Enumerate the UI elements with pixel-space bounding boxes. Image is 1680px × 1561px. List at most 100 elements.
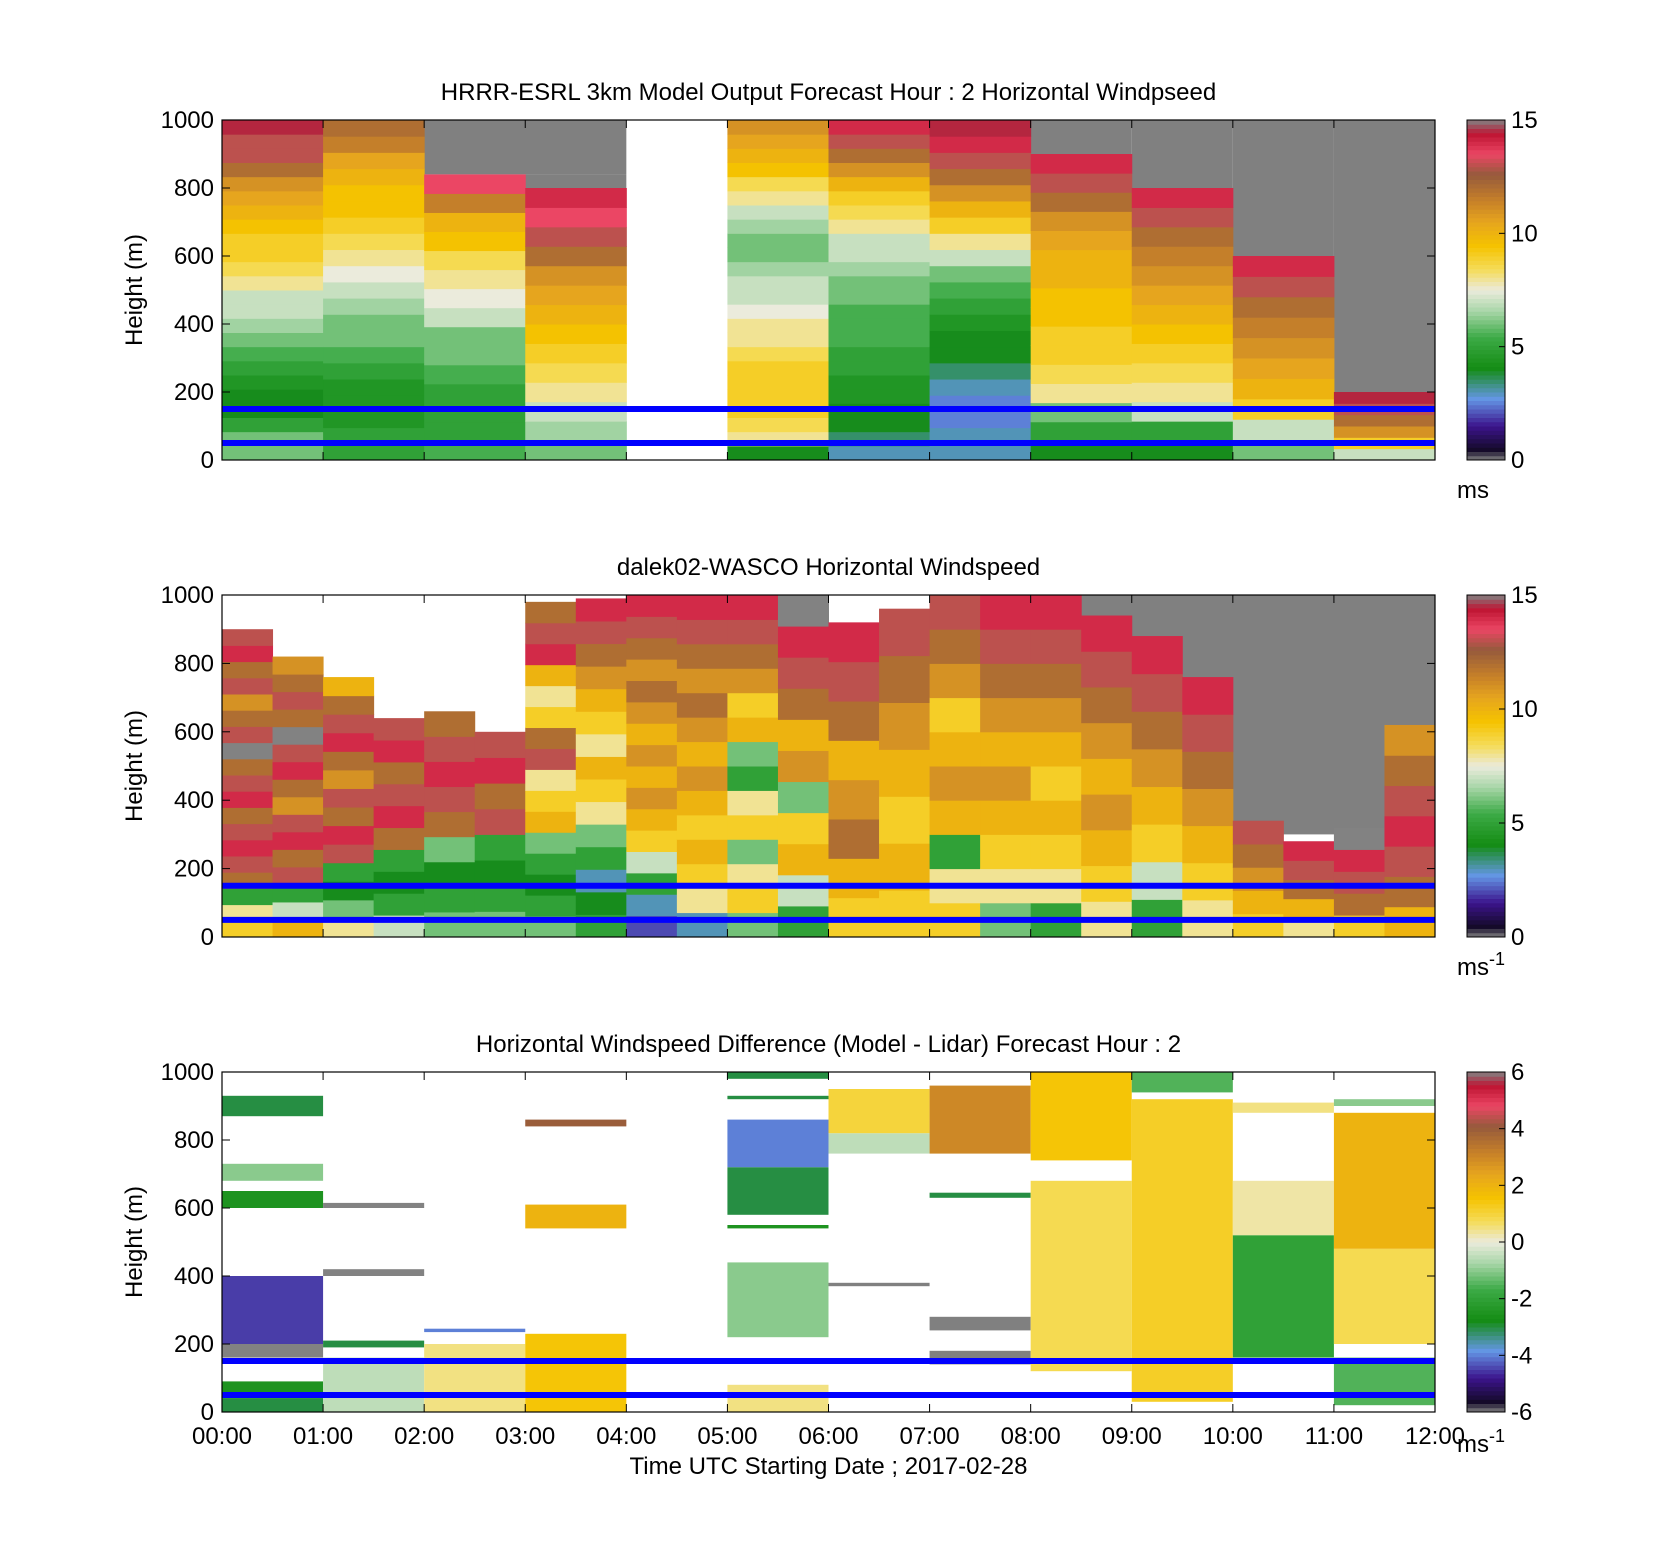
colorbar-swatch: [1467, 1250, 1505, 1256]
heatmap-cell: [828, 332, 931, 348]
colorbar-tick-label: 2: [1511, 1172, 1524, 1199]
heatmap-cell: [879, 843, 931, 891]
colorbar-swatch: [1467, 370, 1505, 376]
colorbar-swatch: [1467, 907, 1505, 912]
heatmap-cell: [980, 766, 1032, 801]
colorbar-frame: [1466, 119, 1506, 461]
heatmap-cell: [980, 629, 1032, 664]
heatmap-cell: [1030, 287, 1133, 308]
heatmap-cell: [727, 205, 829, 220]
heatmap-cell: [222, 332, 324, 348]
heatmap-cell: [828, 148, 931, 163]
heatmap-cell: [222, 856, 274, 873]
heatmap-cell: [323, 298, 425, 315]
heatmap-cell: [323, 120, 425, 137]
heatmap-cell: [727, 595, 779, 620]
heatmap-cell: [1182, 714, 1234, 752]
heatmap-cell: [272, 761, 324, 780]
colorbar-swatch: [1467, 744, 1505, 750]
colorbar-swatch: [1467, 183, 1505, 189]
heatmap-cell: [272, 779, 324, 798]
colorbar-swatch: [1467, 132, 1505, 138]
missing-block: [1131, 120, 1233, 188]
colorbar-swatch: [1467, 1339, 1505, 1345]
colorbar-swatch: [1467, 1407, 1505, 1413]
heatmap-cell: [727, 360, 829, 376]
heatmap-cell: [1131, 285, 1234, 306]
heatmap-cell: [1030, 731, 1082, 767]
heatmap-cell: [323, 168, 425, 186]
heatmap-cell: [727, 1072, 829, 1079]
heatmap-cell: [727, 290, 829, 305]
heatmap-cell: [222, 1191, 324, 1208]
heatmap-cell: [1131, 861, 1183, 900]
colorbar-unit-superscript: -1: [1489, 1426, 1505, 1446]
heatmap-cell: [1131, 421, 1234, 442]
colorbar-swatch: [1467, 1186, 1505, 1192]
colorbar-swatch: [1467, 247, 1505, 253]
x-tick-label: 08:00: [1001, 1423, 1061, 1450]
heatmap-cell: [222, 205, 324, 220]
heatmap-cell: [929, 834, 981, 870]
colorbar-swatch: [1467, 179, 1505, 185]
heatmap-cell: [1131, 748, 1183, 788]
colorbar-swatch: [1467, 1072, 1505, 1077]
heatmap-cell: [525, 832, 577, 854]
heatmap-cell: [222, 219, 324, 234]
colorbar-swatch: [1467, 924, 1505, 929]
heatmap-cell: [828, 1282, 930, 1287]
colorbar-swatch: [1467, 349, 1505, 355]
heatmap-cell: [929, 1192, 1031, 1198]
heatmap-cell: [879, 608, 931, 657]
heatmap-cell: [980, 663, 1032, 699]
heatmap-cell: [626, 680, 678, 703]
heatmap-cell: [323, 411, 425, 429]
heatmap-cell: [424, 1344, 526, 1412]
colorbar-swatch: [1467, 1254, 1505, 1260]
colorbar-swatch: [1467, 911, 1505, 917]
colorbar-swatch: [1467, 714, 1505, 720]
colorbar-swatch: [1467, 1208, 1505, 1213]
heatmap-cell: [1131, 1072, 1233, 1093]
heatmap-cell: [676, 790, 728, 816]
colorbar-swatch: [1467, 1089, 1505, 1094]
x-tick-label: 11:00: [1305, 1423, 1363, 1450]
y-tick-label: 0: [201, 447, 214, 474]
colorbar-tick-label: 15: [1511, 107, 1538, 134]
colorbar-swatch: [1467, 162, 1505, 168]
heatmap-cell: [323, 788, 375, 808]
colorbar-tick-label: 6: [1511, 1059, 1524, 1086]
heatmap-cell: [929, 120, 1032, 137]
heatmap-cell: [828, 661, 880, 702]
colorbar-swatch: [1467, 324, 1505, 329]
heatmap-cell: [222, 758, 274, 776]
missing-block: [424, 120, 627, 175]
colorbar-swatch: [1467, 774, 1505, 780]
panel-2: dalek02-WASCO Horizontal Windspeed 0 200 40…: [121, 554, 1538, 981]
colorbar-swatch: [1467, 889, 1505, 895]
heatmap-cell: [980, 800, 1032, 835]
heatmap-cell: [373, 849, 425, 872]
colorbar-swatch: [1467, 847, 1505, 852]
colorbar-swatch: [1467, 778, 1505, 784]
heatmap-cell: [828, 858, 880, 899]
heatmap-cell: [525, 895, 577, 917]
heatmap-cell: [676, 619, 728, 645]
heatmap-cell: [1030, 595, 1082, 630]
colorbar-swatch: [1467, 710, 1505, 716]
heatmap-cell: [222, 1344, 324, 1358]
heatmap-cell: [1333, 1357, 1435, 1406]
heatmap-cell: [828, 219, 931, 234]
heatmap-cell: [1232, 890, 1284, 915]
heatmap-cell: [424, 193, 526, 213]
heatmap-cell: [626, 637, 678, 660]
colorbar-swatch: [1467, 1322, 1505, 1328]
heatmap-cell: [424, 383, 526, 404]
panel-title: dalek02-WASCO Horizontal Windspeed: [617, 554, 1040, 581]
heatmap-cell: [727, 375, 829, 390]
colorbar-tick-label: -2: [1511, 1286, 1532, 1313]
colorbar-swatch: [1467, 171, 1505, 176]
colorbar-swatch: [1467, 813, 1505, 818]
heatmap-cell: [222, 176, 324, 192]
colorbar-swatch: [1467, 438, 1505, 444]
